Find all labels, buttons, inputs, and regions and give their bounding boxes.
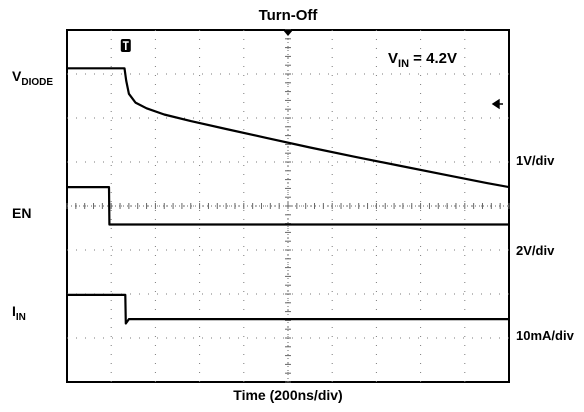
vdiode-trace — [67, 67, 510, 189]
scope-markers — [120, 30, 503, 110]
vdiode-label: VDIODE — [12, 68, 53, 88]
channel-labels: VDIODE 1V/div EN 2V/div IIN 10mA/div VIN = 4.2… — [12, 50, 575, 343]
channel-scale-label: 2V/div — [516, 243, 555, 258]
iin-label: IIN — [12, 303, 26, 323]
grid — [66, 29, 510, 383]
trigger-level-marker — [491, 98, 503, 110]
channel-scale-label: 10mA/div — [516, 328, 575, 343]
trigger-marker-glyph — [122, 41, 129, 50]
x-axis-label: Time (200ns/div) — [233, 387, 342, 403]
channel-scale-label: 1V/div — [516, 153, 555, 168]
center-time-marker — [283, 30, 293, 36]
en-label: EN — [12, 205, 31, 221]
chart-title: Turn-Off — [259, 7, 319, 24]
traces — [67, 67, 510, 325]
iin-trace — [67, 293, 509, 325]
vin-annotation: VIN = 4.2V — [388, 50, 457, 70]
en-trace — [67, 186, 509, 226]
